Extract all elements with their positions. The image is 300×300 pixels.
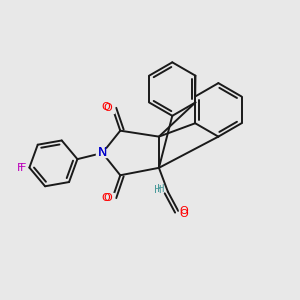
Bar (14, 163, 26, 172)
Text: N: N (98, 146, 107, 160)
Text: F: F (20, 163, 26, 172)
Text: O: O (101, 103, 110, 112)
Bar (102, 104, 114, 113)
Bar (154, 188, 163, 196)
Text: O: O (179, 209, 188, 219)
Text: H: H (157, 184, 164, 194)
Text: F: F (17, 163, 23, 172)
Text: H: H (154, 185, 162, 195)
Text: O: O (104, 193, 112, 202)
Bar (102, 193, 114, 201)
Text: O: O (180, 206, 189, 216)
Text: O: O (101, 194, 110, 203)
Bar (179, 206, 190, 215)
Text: N: N (98, 146, 107, 160)
Text: O: O (104, 103, 112, 113)
Bar (96, 148, 109, 158)
